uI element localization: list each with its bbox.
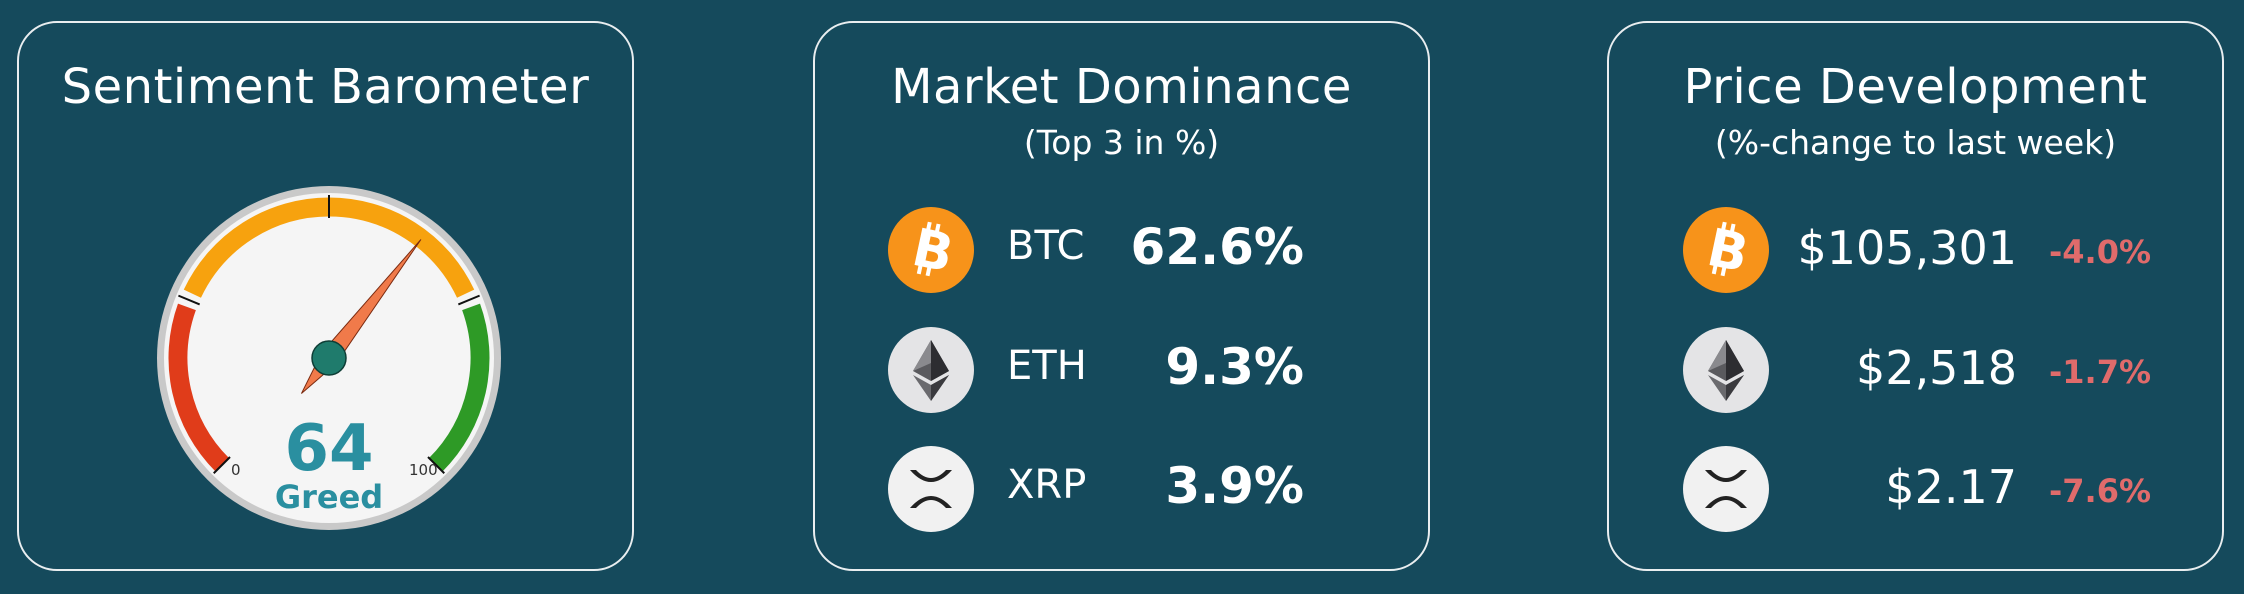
price-value: $2.17: [1885, 460, 2017, 514]
dominance-row-btc: BTC 62.6%: [815, 205, 1428, 295]
sentiment-title: Sentiment Barometer: [61, 59, 590, 115]
price-subtitle: (%-change to last week): [1714, 123, 2117, 162]
dominance-row-eth: ETH 9.3%: [815, 325, 1428, 415]
xrp-icon: [1683, 446, 1769, 532]
gauge-arc-greed: [428, 303, 490, 472]
price-row-eth: $2,518 -1.7%: [1609, 325, 2222, 415]
sentiment-classification: Greed: [275, 478, 383, 516]
price-value: $2,518: [1856, 341, 2017, 395]
price-title: Price Development: [1683, 59, 2148, 115]
price-development-card: Price Development (%-change to last week…: [1607, 21, 2224, 571]
ethereum-icon: [888, 327, 974, 413]
price-value: $105,301: [1797, 221, 2018, 275]
gauge-min-label: 0: [231, 461, 241, 479]
dominance-value: 3.9%: [1165, 457, 1304, 515]
sentiment-value: 64: [284, 412, 373, 486]
price-change: -1.7%: [2049, 353, 2152, 391]
dominance-symbol: BTC: [1007, 223, 1085, 269]
gauge-tick: [457, 294, 480, 306]
bitcoin-icon: [888, 207, 974, 293]
price-change: -4.0%: [2049, 233, 2152, 271]
price-row-xrp: $2.17 -7.6%: [1609, 444, 2222, 534]
price-row-btc: $105,301 -4.0%: [1609, 205, 2222, 295]
xrp-icon: [888, 446, 974, 532]
gauge-tick: [213, 456, 231, 474]
dominance-subtitle: (Top 3 in %): [1023, 123, 1220, 162]
gauge-tick: [178, 294, 201, 306]
sentiment-gauge: 0 100 64 Greed: [157, 186, 501, 530]
dominance-row-xrp: XRP 3.9%: [815, 444, 1428, 534]
sentiment-card: Sentiment Barometer 0 100 64 Greed: [17, 21, 634, 571]
bitcoin-icon: [1683, 207, 1769, 293]
gauge-arc-fear: [168, 303, 230, 472]
dominance-value: 62.6%: [1130, 218, 1304, 276]
gauge-max-label: 100: [409, 461, 438, 479]
dominance-symbol: XRP: [1007, 462, 1087, 508]
dominance-title: Market Dominance: [891, 59, 1352, 115]
gauge-tick: [427, 456, 445, 474]
price-change: -7.6%: [2049, 472, 2152, 510]
gauge-hub: [311, 340, 347, 376]
dominance-value: 9.3%: [1165, 338, 1304, 396]
ethereum-icon: [1683, 327, 1769, 413]
market-dominance-card: Market Dominance (Top 3 in %) BTC 62.6% …: [813, 21, 1430, 571]
dominance-symbol: ETH: [1007, 343, 1087, 389]
